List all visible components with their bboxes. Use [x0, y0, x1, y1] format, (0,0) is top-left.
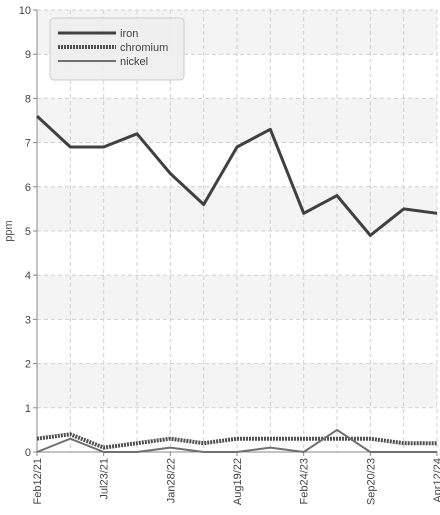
y-tick-label: 5	[25, 226, 31, 238]
x-tick-label: Apr12/24	[432, 458, 440, 503]
y-tick-label: 8	[25, 93, 31, 105]
band	[37, 98, 437, 143]
legend-label-nickel: nickel	[120, 56, 148, 68]
x-tick-label: Aug19/22	[232, 458, 244, 505]
y-axis-title: ppm	[3, 220, 15, 241]
x-tick-label: Feb12/21	[32, 458, 44, 504]
series-line-nickel	[36, 428, 437, 453]
y-tick-label: 6	[25, 182, 31, 194]
legend: iron chromium nickel	[49, 17, 185, 81]
x-tick-label: Feb24/23	[299, 458, 311, 504]
x-tick-label: Sep20/23	[365, 458, 377, 505]
y-tick-label: 10	[19, 5, 31, 17]
y-tick-label: 2	[25, 359, 31, 371]
y-tick-label: 9	[25, 49, 31, 61]
y-tick-label: 3	[25, 314, 31, 326]
y-tick-label: 1	[25, 403, 31, 415]
x-tick-label: Jan28/22	[165, 458, 177, 503]
series-line-iron	[35, 115, 438, 237]
legend-label-chromium: chromium	[120, 42, 168, 54]
y-tick-label: 0	[25, 447, 31, 459]
x-tick-label: Jul23/21	[99, 458, 111, 500]
y-tick-label: 4	[25, 270, 31, 282]
tick-labels: 0 1 2 3 4 5 6 7 8 9 10 Feb12/21 Jul23/21 Jan28/22 Aug1…	[19, 5, 440, 505]
series-line-chromium	[36, 432, 437, 450]
series-layer	[35, 115, 438, 453]
legend-label-iron: iron	[120, 28, 138, 40]
band	[37, 231, 437, 276]
y-tick-label: 7	[25, 138, 31, 150]
